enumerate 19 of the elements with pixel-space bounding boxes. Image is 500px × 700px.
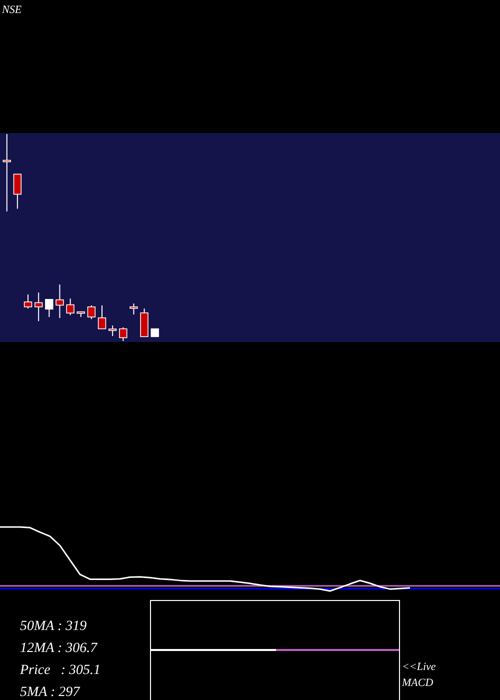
candlestick (130, 303, 138, 316)
candlestick (45, 298, 54, 318)
text: 50MA : 319 (20, 619, 87, 634)
text: Price : 305.1 (19, 663, 100, 678)
candlestick (56, 284, 64, 319)
candlestick (140, 308, 148, 338)
chart-title: NSE (1, 4, 22, 16)
text: 12MA : 306.7 (20, 641, 98, 656)
candlestick (13, 174, 22, 210)
candlestick (66, 298, 74, 316)
text: <<Live (402, 661, 436, 673)
text: 5MA : 297 (20, 685, 81, 700)
candlestick (34, 292, 43, 322)
candlestick (98, 304, 106, 330)
candlestick (119, 326, 128, 342)
candlestick (24, 294, 32, 309)
candlestick (108, 324, 117, 337)
text: MACD (401, 677, 434, 689)
candlestick (87, 304, 96, 320)
